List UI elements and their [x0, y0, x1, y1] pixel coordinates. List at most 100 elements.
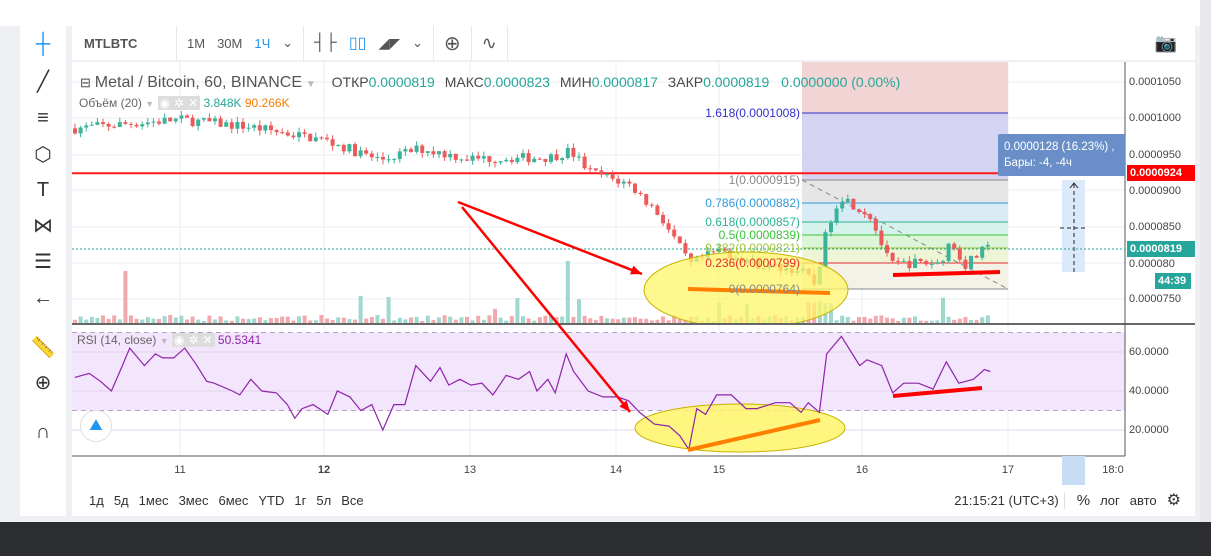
candle	[397, 151, 402, 160]
interval-30m[interactable]: 30M	[217, 35, 243, 51]
fib-retracement-icon[interactable]: ☰	[34, 251, 52, 273]
gear-icon[interactable]: ✲	[186, 333, 201, 347]
area-style-icon[interactable]: ◢◤	[378, 34, 400, 51]
candle	[980, 246, 985, 258]
candle	[515, 157, 520, 163]
dropdown-icon[interactable]: ▼	[159, 336, 169, 346]
range-1y[interactable]: 1г	[294, 492, 307, 508]
price-tick: 0.0001050	[1129, 76, 1181, 88]
settings-gear-icon[interactable]: ⚙	[1166, 492, 1181, 509]
camera-icon[interactable]: 📷	[1154, 32, 1177, 53]
fib-level-label: 1.618(0.0001008)	[705, 106, 800, 120]
volume-label[interactable]: Объём (20)	[79, 96, 142, 110]
dropdown-icon[interactable]: ▼	[145, 99, 155, 109]
chart-style-chevron-icon[interactable]: ⌄	[412, 35, 423, 50]
fib-level-label: 0.618(0.0000857)	[705, 215, 800, 229]
eye-icon[interactable]: ◉	[171, 333, 187, 347]
rsi-band	[72, 332, 1125, 411]
text-icon[interactable]: T	[36, 179, 50, 201]
candle	[123, 122, 128, 124]
red-arrow	[457, 200, 643, 276]
volume-bar	[263, 320, 268, 323]
volume-bar	[313, 320, 318, 323]
ruler-icon[interactable]: 📏	[30, 337, 56, 359]
volume-bar	[302, 315, 307, 323]
candle	[414, 145, 419, 152]
candle	[851, 198, 856, 210]
percent-scale-button[interactable]: %	[1063, 491, 1095, 509]
volume-bar	[341, 317, 346, 323]
range-6m[interactable]: 6мес	[218, 492, 249, 508]
candles-style-icon[interactable]: ▯▯	[348, 35, 367, 52]
fib-zone	[802, 248, 1008, 263]
volume-bar	[386, 296, 391, 323]
volume-bar	[974, 320, 979, 323]
range-ytd[interactable]: YTD	[258, 492, 285, 508]
interval-1h[interactable]: 1Ч	[254, 35, 271, 51]
bars-style-icon[interactable]: ┤├	[314, 34, 337, 51]
volume-bar	[476, 315, 481, 323]
interval-1m[interactable]: 1M	[187, 35, 206, 51]
volume-bar	[353, 319, 357, 323]
range-5y[interactable]: 5л	[316, 492, 332, 508]
fib-level-label: 0(0.0000764)	[728, 282, 800, 296]
range-all[interactable]: Все	[341, 492, 364, 508]
candle	[353, 144, 357, 157]
trend-line-icon[interactable]: ╱	[36, 71, 50, 93]
candle	[425, 151, 430, 153]
symbol-search[interactable]: MTLBTC	[84, 35, 138, 51]
arrow-back-icon[interactable]: ←	[33, 287, 53, 309]
volume-bar	[862, 316, 867, 323]
volume-bar	[409, 317, 413, 323]
log-scale-button[interactable]: лог	[1100, 492, 1120, 508]
candle	[633, 183, 637, 193]
indicators-icon[interactable]: ∿	[481, 32, 497, 53]
eye-icon[interactable]: ◉	[157, 96, 172, 110]
interval-dropdown-chevron-icon[interactable]: ⌄	[282, 35, 294, 50]
zoom-icon[interactable]: ⊕	[34, 372, 52, 394]
candle	[549, 154, 553, 162]
auto-scale-button[interactable]: авто	[1129, 492, 1157, 508]
price-tick: 0.0000850	[1129, 221, 1181, 233]
close-icon[interactable]: ✕	[186, 96, 201, 110]
candle	[929, 263, 934, 265]
candle	[913, 258, 917, 269]
range-3m[interactable]: 3мес	[178, 492, 209, 508]
candle	[896, 260, 901, 262]
volume-bar	[448, 316, 453, 323]
close-icon[interactable]: ✕	[200, 333, 215, 347]
volume-bar	[280, 316, 285, 323]
magnet-icon[interactable]: ∩	[35, 421, 51, 443]
rsi-label[interactable]: RSI (14, close)	[77, 333, 157, 347]
volume-bar	[655, 319, 660, 323]
symbol-title[interactable]: Metal / Bitcoin, 60, BINANCE	[94, 74, 302, 91]
range-1d[interactable]: 1д	[89, 492, 104, 508]
horizontal-lines-icon[interactable]: ≡	[37, 107, 49, 129]
candle	[386, 159, 391, 161]
volume-bar	[946, 316, 951, 323]
shapes-icon[interactable]: ⬡	[34, 144, 52, 166]
volume-bar	[168, 315, 173, 323]
range-1m[interactable]: 1мес	[138, 492, 169, 508]
candle	[537, 158, 542, 160]
collapse-icon[interactable]: ⊟	[80, 75, 91, 90]
compare-plus-icon[interactable]: ⊕	[443, 32, 461, 55]
range-5d[interactable]: 5д	[113, 492, 129, 508]
candle	[969, 255, 973, 269]
crosshair-icon[interactable]: ┼	[35, 33, 51, 55]
gear-icon[interactable]: ✲	[172, 96, 187, 110]
volume-bar	[358, 295, 363, 323]
dropdown-icon[interactable]: ▼	[305, 79, 316, 90]
tradingview-logo-icon[interactable]: ⛰	[80, 410, 112, 442]
candle	[336, 144, 341, 146]
pattern-icon[interactable]: ⋈	[33, 215, 53, 237]
candle	[448, 153, 453, 158]
clock[interactable]: 21:15:21 (UTC+3)	[954, 492, 1059, 508]
candle	[297, 132, 301, 138]
high-label: МАКС	[444, 74, 484, 90]
price-tick: 0.0000750	[1129, 293, 1181, 305]
candle	[868, 214, 873, 219]
candle	[901, 261, 906, 263]
candle	[358, 150, 363, 157]
